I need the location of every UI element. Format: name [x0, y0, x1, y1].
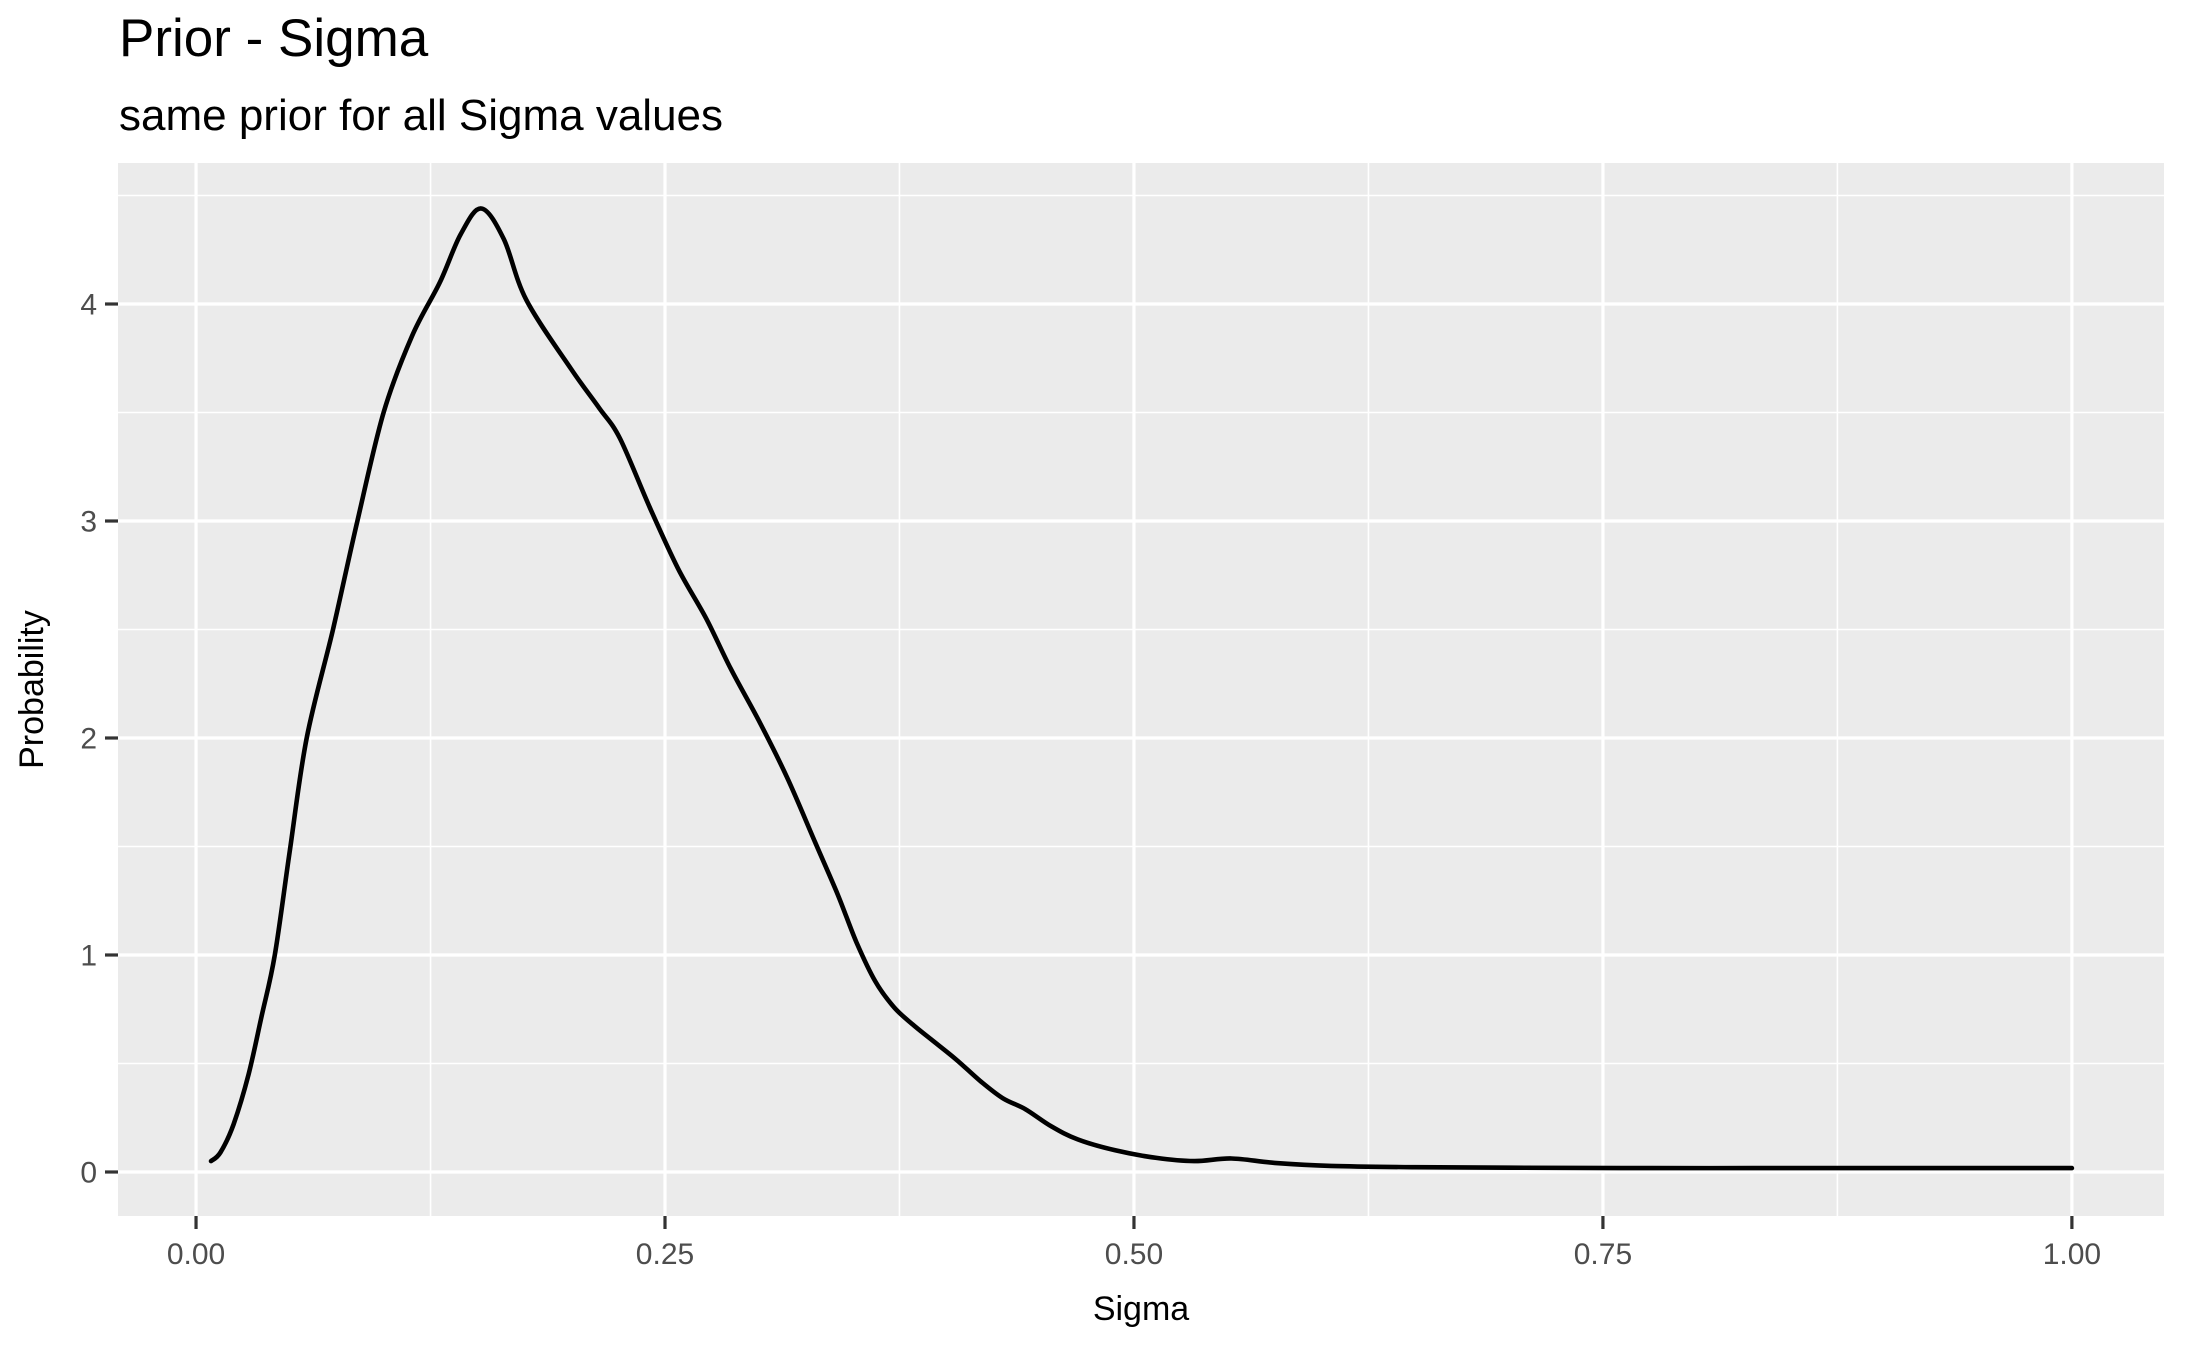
x-axis-title: Sigma	[1092, 1290, 1190, 1328]
panel-background	[118, 163, 2164, 1216]
plot-title: Prior - Sigma	[119, 9, 429, 68]
density-curve	[208, 206, 2075, 1171]
x-tick-label: 1.00	[2043, 1238, 2101, 1271]
plot-subtitle: same prior for all Sigma values	[119, 91, 724, 140]
x-tick-label: 0.50	[1105, 1238, 1163, 1271]
y-tick-label: 2	[80, 722, 97, 755]
y-tick-label: 1	[80, 939, 97, 972]
x-tick-label: 0.00	[167, 1238, 225, 1271]
x-tick-label: 0.25	[636, 1238, 694, 1271]
y-axis-title: Probability	[12, 610, 51, 769]
y-tick-label: 4	[80, 289, 97, 322]
y-tick-label: 3	[80, 506, 97, 539]
x-tick-label: 0.75	[1574, 1238, 1632, 1271]
y-tick-label: 0	[80, 1156, 97, 1189]
y-axis-title-box: Probability	[6, 163, 58, 1216]
